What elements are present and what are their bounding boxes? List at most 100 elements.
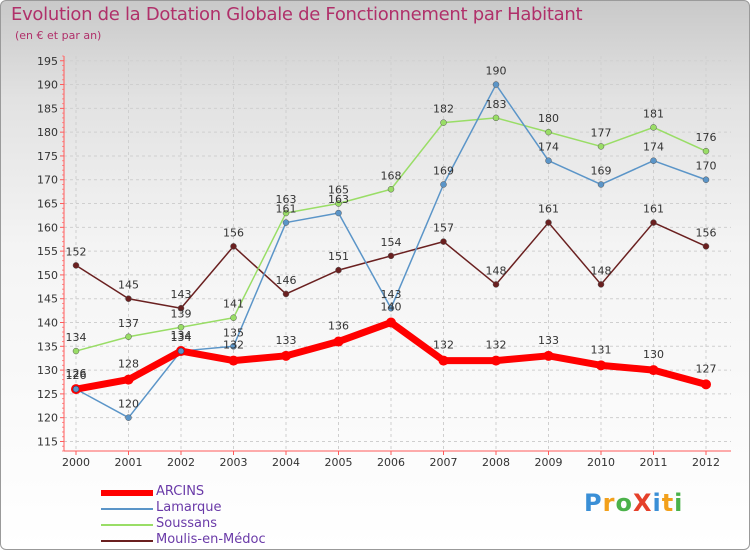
y-tick-label: 120	[37, 412, 58, 425]
data-label: 163	[276, 193, 297, 206]
data-label: 156	[223, 226, 244, 239]
legend-item-arcins: ARCINS	[101, 484, 321, 501]
data-label: 169	[433, 164, 454, 177]
data-point	[701, 379, 711, 390]
data-label: 174	[643, 141, 664, 154]
data-label: 146	[276, 274, 297, 287]
x-tick-label: 2003	[220, 456, 248, 469]
data-point	[597, 181, 605, 188]
data-point	[492, 81, 500, 88]
y-tick-label: 170	[37, 174, 58, 187]
y-tick-label: 195	[37, 55, 58, 68]
data-point	[335, 200, 342, 207]
data-label: 120	[118, 398, 139, 411]
y-tick-label: 140	[37, 317, 58, 330]
legend-swatch	[101, 524, 153, 526]
logo-letter: X	[632, 489, 653, 517]
data-label: 127	[696, 362, 717, 375]
data-label: 132	[433, 339, 454, 352]
data-point	[596, 360, 606, 371]
data-label: 152	[66, 245, 87, 258]
y-tick-label: 125	[37, 388, 58, 401]
data-point	[387, 186, 395, 193]
y-tick-label: 130	[37, 364, 58, 377]
chart-title: Evolution de la Dotation Globale de Fonc…	[11, 4, 583, 25]
x-tick-label: 2012	[692, 456, 720, 469]
y-tick-label: 155	[37, 245, 58, 258]
data-label: 131	[591, 343, 612, 356]
data-point	[440, 238, 447, 245]
data-label: 133	[276, 334, 297, 347]
data-label: 168	[381, 169, 402, 182]
data-point	[597, 281, 605, 288]
data-point	[492, 281, 500, 288]
data-point	[702, 243, 710, 250]
data-point	[335, 209, 342, 217]
data-point	[72, 385, 80, 393]
data-point	[282, 219, 290, 226]
data-point	[440, 181, 447, 188]
logo-letter: r	[602, 489, 616, 517]
data-label: 165	[328, 184, 349, 197]
data-label: 134	[171, 329, 192, 342]
legend-label: Moulis-en-Médoc	[156, 532, 266, 547]
data-point	[545, 219, 552, 226]
logo-letter: i	[652, 489, 662, 517]
legend-item-moulis: Moulis-en-Médoc	[101, 532, 321, 549]
data-point	[282, 209, 290, 217]
data-label: 161	[643, 203, 664, 216]
data-point	[123, 374, 134, 385]
data-point	[545, 157, 552, 164]
data-label: 161	[276, 203, 297, 216]
legend-label: Soussans	[156, 516, 217, 531]
data-point	[492, 114, 500, 122]
data-label: 181	[643, 107, 664, 120]
data-label: 174	[538, 141, 559, 154]
data-point	[650, 219, 657, 226]
data-label: 130	[643, 348, 664, 361]
data-point	[438, 355, 449, 366]
data-point	[230, 243, 237, 250]
data-point	[230, 314, 237, 321]
data-label: 156	[696, 226, 717, 239]
data-point	[648, 365, 659, 376]
data-label: 133	[538, 334, 559, 347]
data-label: 136	[328, 320, 349, 333]
x-tick-label: 2000	[62, 456, 90, 469]
legend-item-soussans: Soussans	[101, 516, 321, 533]
y-tick-label: 145	[37, 293, 58, 306]
data-point	[281, 350, 291, 361]
y-tick-label: 135	[37, 340, 58, 353]
data-point	[333, 336, 344, 347]
data-point	[650, 124, 657, 131]
axes: 115 120 125 130 135 140 145 150 155 160 165 170 175 1…	[37, 55, 731, 469]
x-tick-label: 2010	[587, 456, 615, 469]
data-label: 139	[171, 307, 192, 320]
data-label: 163	[328, 193, 349, 206]
data-label: 126	[66, 367, 87, 380]
data-point	[543, 350, 554, 361]
x-tick-label: 2006	[377, 456, 405, 469]
data-label: 134	[171, 331, 192, 344]
y-tick-label: 150	[37, 269, 58, 282]
y-tick-label: 180	[37, 126, 58, 139]
data-point	[125, 414, 132, 421]
y-tick-label: 115	[37, 435, 58, 448]
data-labels: 152 145 143 156 146 151 154 157 148 161 148 161 156 1…	[66, 65, 717, 411]
logo-letter: t	[661, 489, 675, 517]
data-point	[386, 317, 396, 328]
y-tick-label: 190	[37, 79, 58, 92]
logo-letter: i	[674, 489, 684, 517]
data-label: 132	[223, 339, 244, 352]
data-label: 183	[486, 98, 507, 111]
data-label: 128	[118, 358, 139, 371]
x-tick-label: 2004	[272, 456, 300, 469]
data-label: 141	[223, 298, 244, 311]
data-point	[545, 128, 552, 136]
data-point	[177, 324, 185, 331]
data-point	[125, 295, 132, 302]
y-tick-label: 185	[37, 102, 58, 115]
x-tick-label: 2007	[430, 456, 458, 469]
